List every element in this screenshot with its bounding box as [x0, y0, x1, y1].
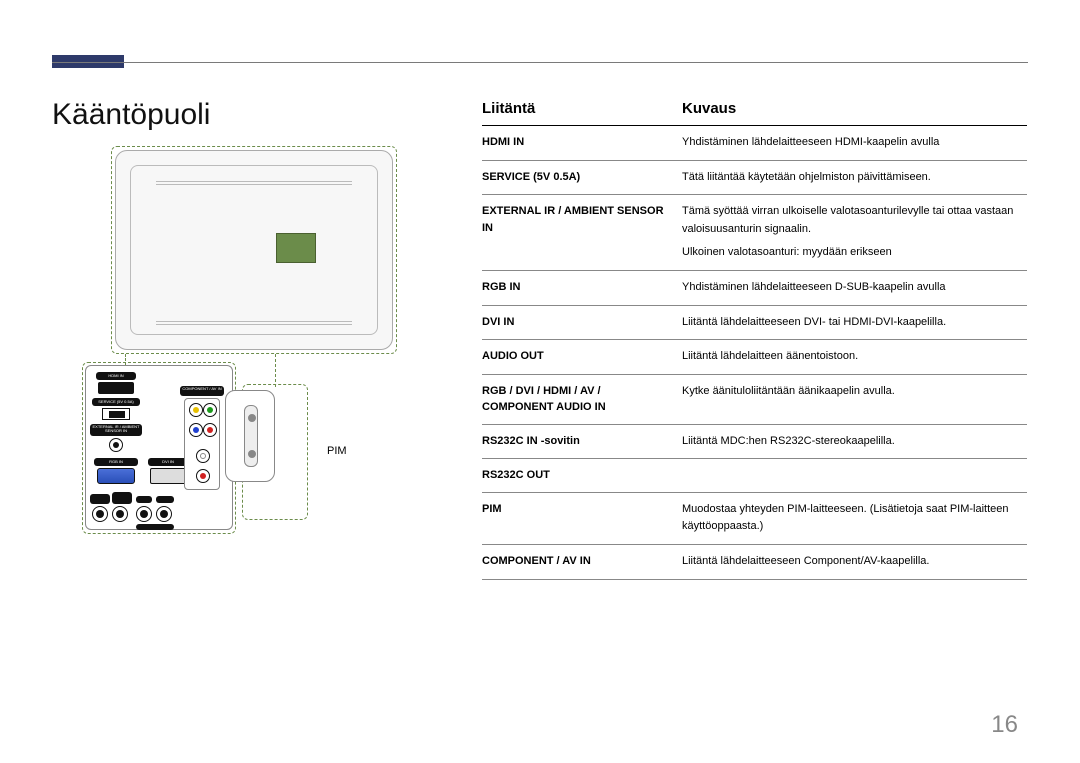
table-row: RGB / DVI / HDMI / AV / COMPONENT AUDIO … — [482, 375, 1027, 425]
port-description: Liitäntä lähdelaitteeseen Component/AV-k… — [682, 553, 1027, 571]
port-description: Tämä syöttää virran ulkoiselle valotasoa… — [682, 203, 1027, 262]
ports-table: Liitäntä Kuvaus HDMI INYhdistäminen lähd… — [482, 100, 1027, 580]
table-row: RGB INYhdistäminen lähdelaitteeseen D-SU… — [482, 271, 1027, 306]
port-name: HDMI IN — [482, 134, 682, 151]
label-ext-ir-text: EXTERNAL IR / AMBIENT SENSOR IN — [90, 425, 142, 434]
port-description: Tätä liitäntää käytetään ohjelmiston päi… — [682, 169, 1027, 187]
rear-device-diagram: HDMI IN SERVICE (5V 0.5A) EXTERNAL IR / … — [85, 150, 425, 530]
table-row: AUDIO OUTLiitäntä lähdelaitteen äänentoi… — [482, 340, 1027, 375]
port-name: DVI IN — [482, 314, 682, 331]
component-strip — [184, 398, 220, 490]
label-rgb-text: RGB IN — [94, 459, 138, 464]
port-audio-out — [92, 506, 108, 522]
header-rule — [52, 62, 1028, 63]
col-header-desc: Kuvaus — [682, 100, 1027, 117]
pim-caption: PIM — [327, 445, 347, 457]
port-description: Liitäntä lähdelaitteen äänentoistoon. — [682, 348, 1027, 366]
table-row: RS232C OUT — [482, 459, 1027, 493]
port-name: PIM — [482, 501, 682, 518]
port-description: Yhdistäminen lähdelaitteeseen D-SUB-kaap… — [682, 279, 1027, 297]
port-pim — [244, 405, 258, 467]
port-dvi — [150, 468, 188, 484]
label-rs232c — [136, 524, 174, 530]
table-row: RS232C IN -sovitinLiitäntä MDC:hen RS232… — [482, 425, 1027, 460]
port-rgb — [97, 468, 135, 484]
table-row: DVI INLiitäntä lähdelaitteeseen DVI- tai… — [482, 306, 1027, 341]
port-description: Yhdistäminen lähdelaitteeseen HDMI-kaape… — [682, 134, 1027, 152]
table-row: PIMMuodostaa yhteyden PIM-laitteeseen. (… — [482, 493, 1027, 545]
table-row: HDMI INYhdistäminen lähdelaitteeseen HDM… — [482, 126, 1027, 161]
page-number: 16 — [991, 711, 1018, 739]
callout-link-b — [275, 354, 276, 387]
ports-table-body: HDMI INYhdistäminen lähdelaitteeseen HDM… — [482, 126, 1027, 580]
port-description: Muodostaa yhteyden PIM-laitteeseen. (Lis… — [682, 501, 1027, 536]
ports-table-header: Liitäntä Kuvaus — [482, 100, 1027, 126]
label-audio-in — [112, 492, 132, 504]
table-row: SERVICE (5V 0.5A)Tätä liitäntää käytetää… — [482, 161, 1027, 196]
port-hdmi — [98, 382, 134, 394]
port-rs232c-out — [156, 506, 172, 522]
port-description: Liitäntä lähdelaitteeseen DVI- tai HDMI-… — [682, 314, 1027, 332]
port-name: EXTERNAL IR / AMBIENT SENSOR IN — [482, 203, 682, 236]
section-title: Kääntöpuoli — [52, 98, 210, 132]
port-description: Liitäntä MDC:hen RS232C-stereokaapelilla… — [682, 433, 1027, 451]
label-service-text: SERVICE (5V 0.5A) — [92, 399, 140, 404]
port-rs232c-in — [136, 506, 152, 522]
port-name: RS232C OUT — [482, 467, 682, 484]
port-name: SERVICE (5V 0.5A) — [482, 169, 682, 186]
port-name: RGB IN — [482, 279, 682, 296]
label-hdmi-text: HDMI IN — [96, 373, 136, 378]
table-row: EXTERNAL IR / AMBIENT SENSOR INTämä syöt… — [482, 195, 1027, 271]
label-rs-in — [136, 496, 152, 503]
port-name: RS232C IN -sovitin — [482, 433, 682, 450]
callout-box-device — [111, 146, 397, 354]
label-rs-out — [156, 496, 174, 503]
port-name: COMPONENT / AV IN — [482, 553, 682, 570]
port-panel-main: HDMI IN SERVICE (5V 0.5A) EXTERNAL IR / … — [85, 365, 233, 530]
label-component-text: COMPONENT / AV IN — [180, 387, 224, 391]
label-dvi-text: DVI IN — [148, 459, 188, 464]
port-description: Kytke äänituloliitäntään äänikaapelin av… — [682, 383, 1027, 401]
port-panel-pim — [225, 390, 275, 482]
table-row: COMPONENT / AV INLiitäntä lähdelaitteese… — [482, 545, 1027, 580]
label-audio-out — [90, 494, 110, 504]
col-header-port: Liitäntä — [482, 100, 682, 117]
port-service — [102, 408, 130, 420]
port-name: RGB / DVI / HDMI / AV / COMPONENT AUDIO … — [482, 383, 682, 416]
port-audio-in — [112, 506, 128, 522]
port-name: AUDIO OUT — [482, 348, 682, 365]
port-ext-ir — [109, 438, 123, 452]
